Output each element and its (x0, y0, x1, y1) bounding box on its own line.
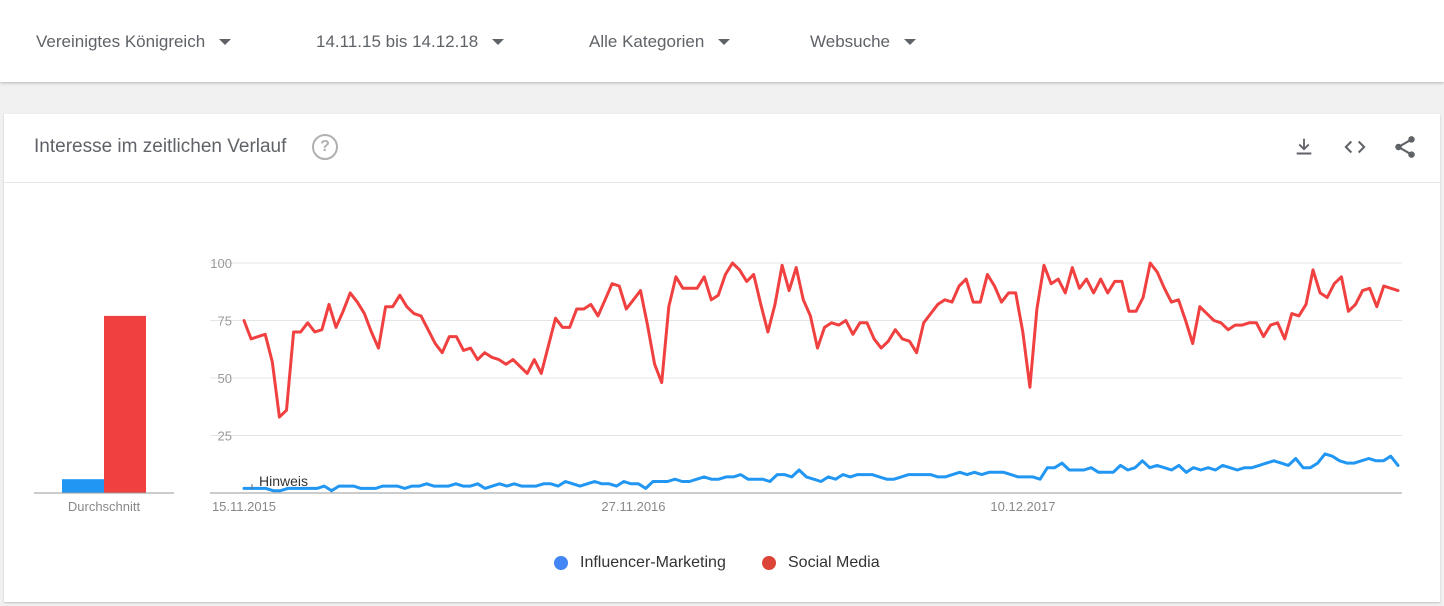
x-tick-label: 10.12.2017 (990, 499, 1055, 514)
period-dropdown[interactable]: 14.11.15 bis 14.12.18 (316, 30, 505, 54)
search-type-label: Websuche (810, 32, 891, 51)
chevron-down-icon (219, 39, 232, 45)
average-bar-influencer (62, 479, 104, 493)
embed-button[interactable] (1340, 132, 1370, 162)
filter-bar: Vereinigtes Königreich 14.11.15 bis 14.1… (0, 0, 1444, 82)
share-icon (1395, 136, 1415, 158)
y-tick-label: 50 (218, 371, 232, 386)
legend-label-influencer: Influencer-Marketing (580, 554, 726, 571)
chevron-down-icon (904, 39, 917, 45)
series-line-social (242, 261, 1400, 419)
search-type-dropdown[interactable]: Websuche (810, 30, 917, 54)
card-title: Interesse im zeitlichen Verlauf (34, 136, 287, 157)
legend-label-social: Social Media (788, 554, 880, 571)
chevron-down-icon (492, 39, 505, 45)
share-button[interactable] (1390, 132, 1420, 162)
annotation-label: Hinweis (259, 473, 308, 489)
legend-item-influencer[interactable]: Influencer-Marketing (554, 554, 726, 572)
region-label: Vereinigtes Königreich (36, 32, 206, 51)
average-bar-social (104, 315, 146, 493)
chevron-down-icon (718, 39, 731, 45)
y-tick-label: 25 (218, 429, 232, 444)
y-tick-label: 100 (210, 256, 232, 271)
help-icon[interactable]: ? (312, 134, 338, 160)
category-label: Alle Kategorien (589, 32, 705, 51)
download-button[interactable] (1289, 132, 1319, 162)
embed-icon (1344, 140, 1366, 154)
card-header: Interesse im zeitlichen Verlauf ? (4, 114, 1440, 183)
x-tick-label: 27.11.2016 (601, 499, 665, 514)
legend-dot-influencer (554, 556, 568, 570)
category-dropdown[interactable]: Alle Kategorien (589, 30, 731, 54)
region-dropdown[interactable]: Vereinigtes Königreich (36, 30, 232, 54)
y-tick-label: 75 (218, 314, 232, 329)
period-label: 14.11.15 bis 14.12.18 (316, 32, 479, 51)
legend-dot-social (762, 556, 776, 570)
interest-chart: Durchschnitt 25 50 75 100 15.11.2015 27.11.201… (34, 256, 1402, 514)
series-line-influencer (242, 452, 1400, 493)
x-tick-label: 15.11.2015 (212, 499, 276, 514)
average-category-label: Durchschnitt (68, 499, 141, 514)
legend-item-social[interactable]: Social Media (762, 554, 880, 572)
download-icon (1296, 138, 1312, 155)
interest-over-time-card: Interesse im zeitlichen Verlauf ? Du (4, 114, 1440, 602)
